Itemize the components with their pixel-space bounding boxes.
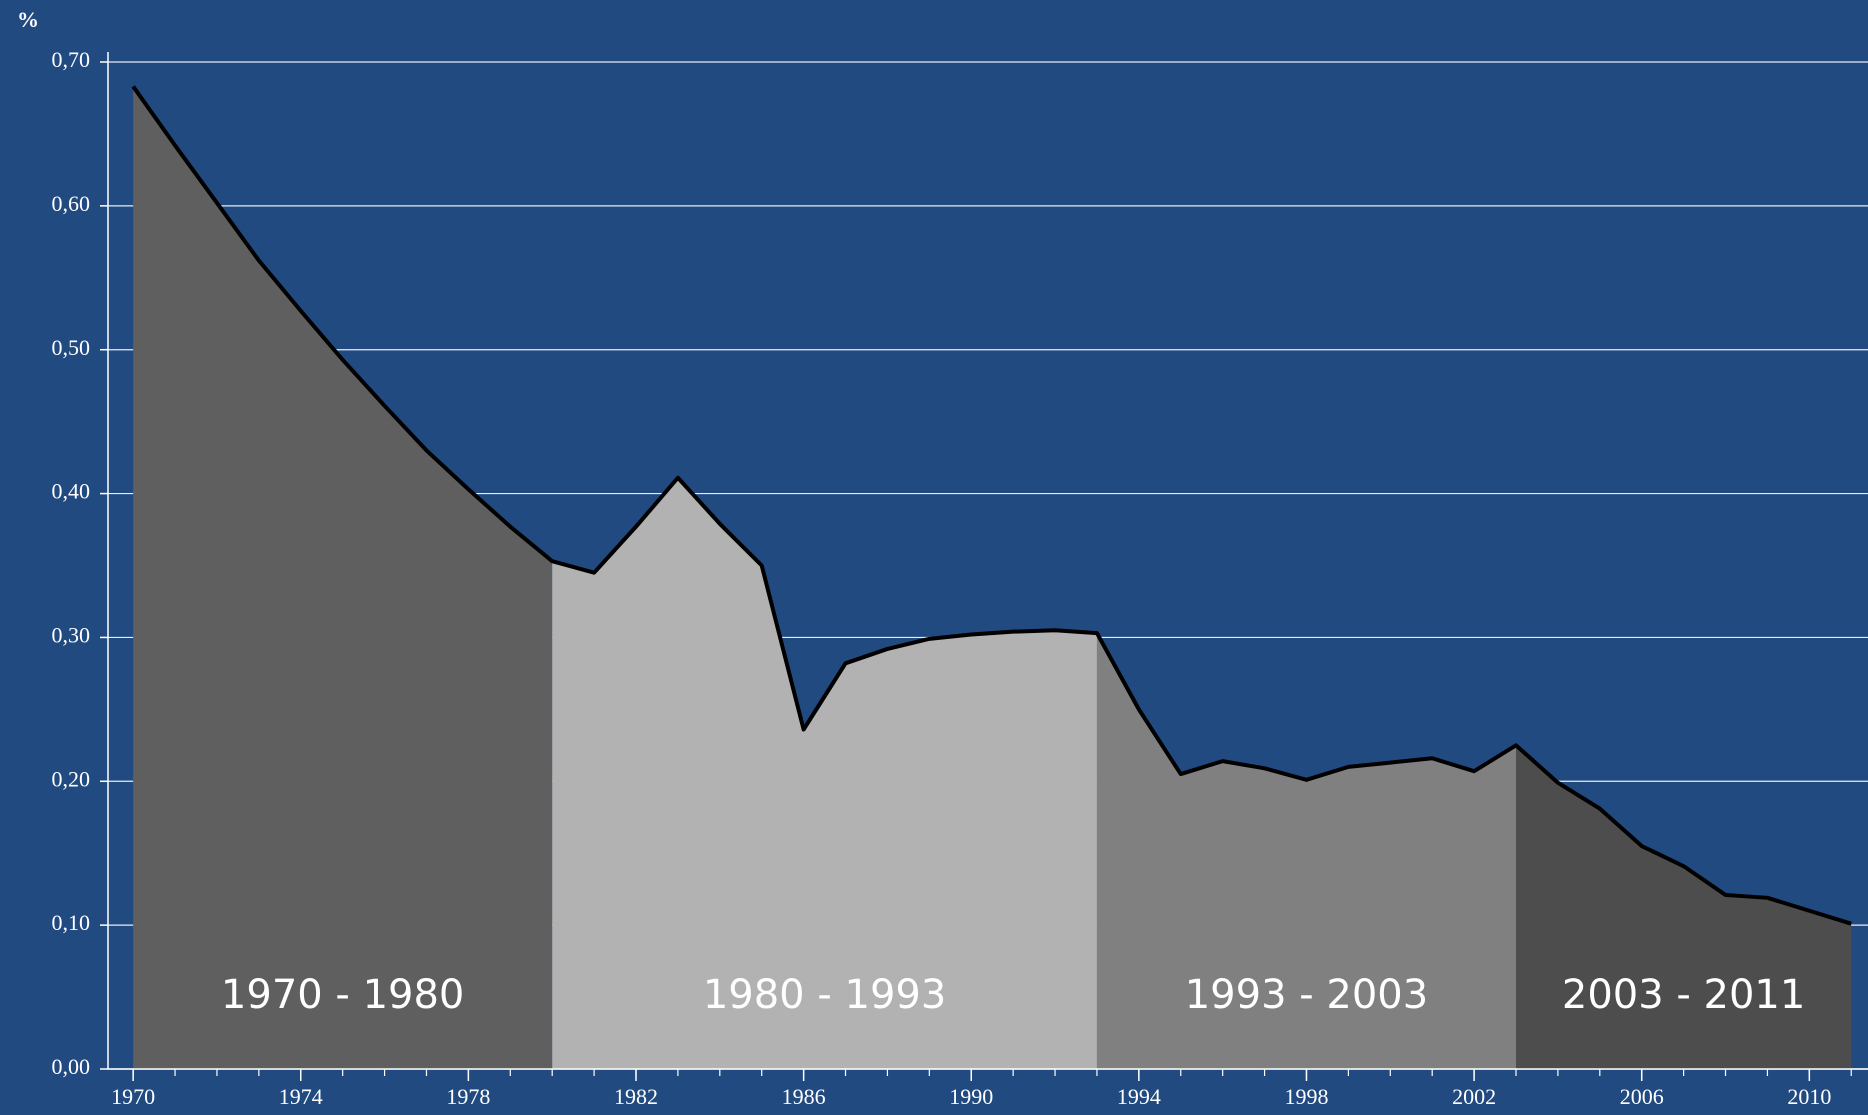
period-area <box>133 86 553 1070</box>
x-tick-label: 1986 <box>782 1084 826 1109</box>
y-tick-label: 0,60 <box>52 191 91 216</box>
x-tick-label: 2006 <box>1620 1084 1664 1109</box>
y-tick-label: 0,70 <box>52 47 91 72</box>
x-tick-label: 1982 <box>614 1084 658 1109</box>
period-label: 1980 - 1993 <box>703 972 946 1018</box>
period-label: 2003 - 2011 <box>1562 972 1805 1018</box>
period-label: 1993 - 2003 <box>1185 972 1428 1018</box>
x-tick-label: 1994 <box>1117 1084 1161 1109</box>
x-tick-label: 2002 <box>1452 1084 1496 1109</box>
x-tick-label: 1998 <box>1284 1084 1328 1109</box>
period-area <box>1096 633 1516 1069</box>
period-area <box>552 477 1097 1069</box>
y-tick-label: 0,50 <box>52 335 91 360</box>
x-tick-label: 1970 <box>111 1084 155 1109</box>
data-line <box>131 85 1852 926</box>
period-area <box>1516 745 1852 1069</box>
y-tick-label: 0,20 <box>52 766 91 791</box>
y-tick-label: 0,30 <box>52 622 91 647</box>
y-tick-label: 0,40 <box>52 479 91 504</box>
x-tick-label: 1990 <box>949 1084 993 1109</box>
x-tick-label: 1978 <box>446 1084 490 1109</box>
x-tick-label: 1974 <box>279 1084 323 1109</box>
y-tick-label: 0,10 <box>52 910 91 935</box>
x-tick-label: 2010 <box>1787 1084 1831 1109</box>
period-label: 1970 - 1980 <box>221 972 464 1018</box>
y-tick-label: 0,00 <box>52 1054 91 1079</box>
y-unit-label: % <box>17 7 39 32</box>
